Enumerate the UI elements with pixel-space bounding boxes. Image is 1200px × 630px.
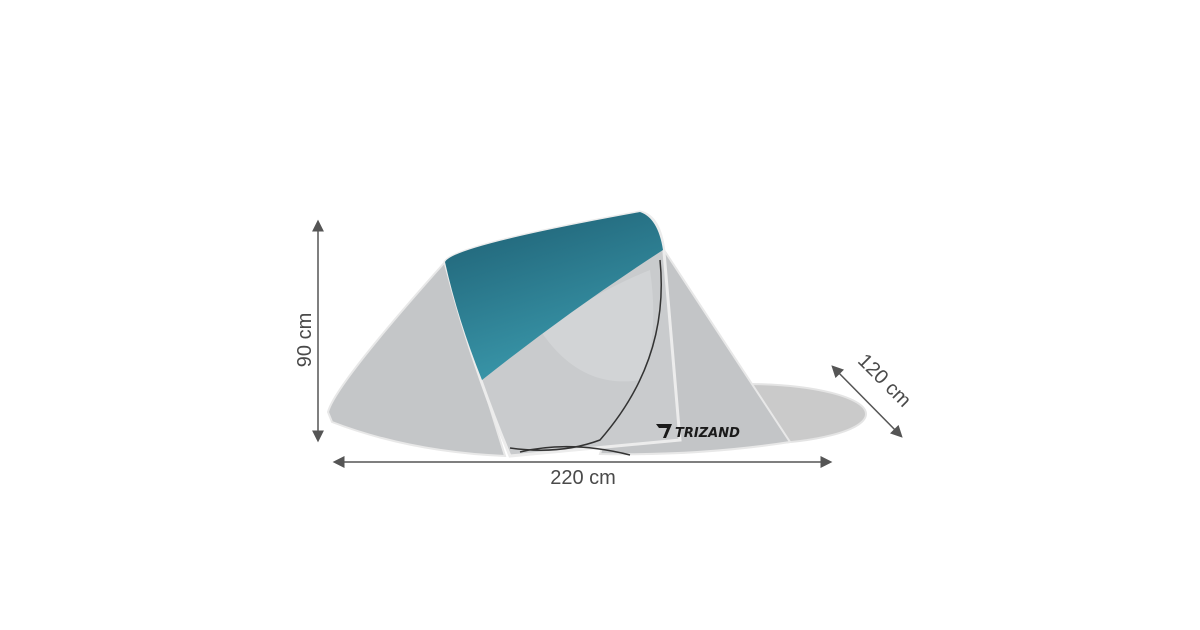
tent: TRIZAND [326,210,867,458]
height-label: 90 cm [294,313,316,367]
tent-inner-window [540,270,654,382]
depth-label: 120 cm [853,350,915,412]
svg-text:TRIZAND: TRIZAND [675,426,740,441]
brand-logo: TRIZAND [656,424,740,441]
height-dimension: 90 cm [294,219,324,443]
width-label: 220 cm [550,467,616,489]
tent-teal-panel [445,212,663,380]
logo-mark-icon [656,424,672,438]
tent-pole [509,259,662,451]
depth-arrow [831,365,903,438]
width-dimension: 220 cm [332,456,833,489]
tent-pole-cross [519,445,631,456]
